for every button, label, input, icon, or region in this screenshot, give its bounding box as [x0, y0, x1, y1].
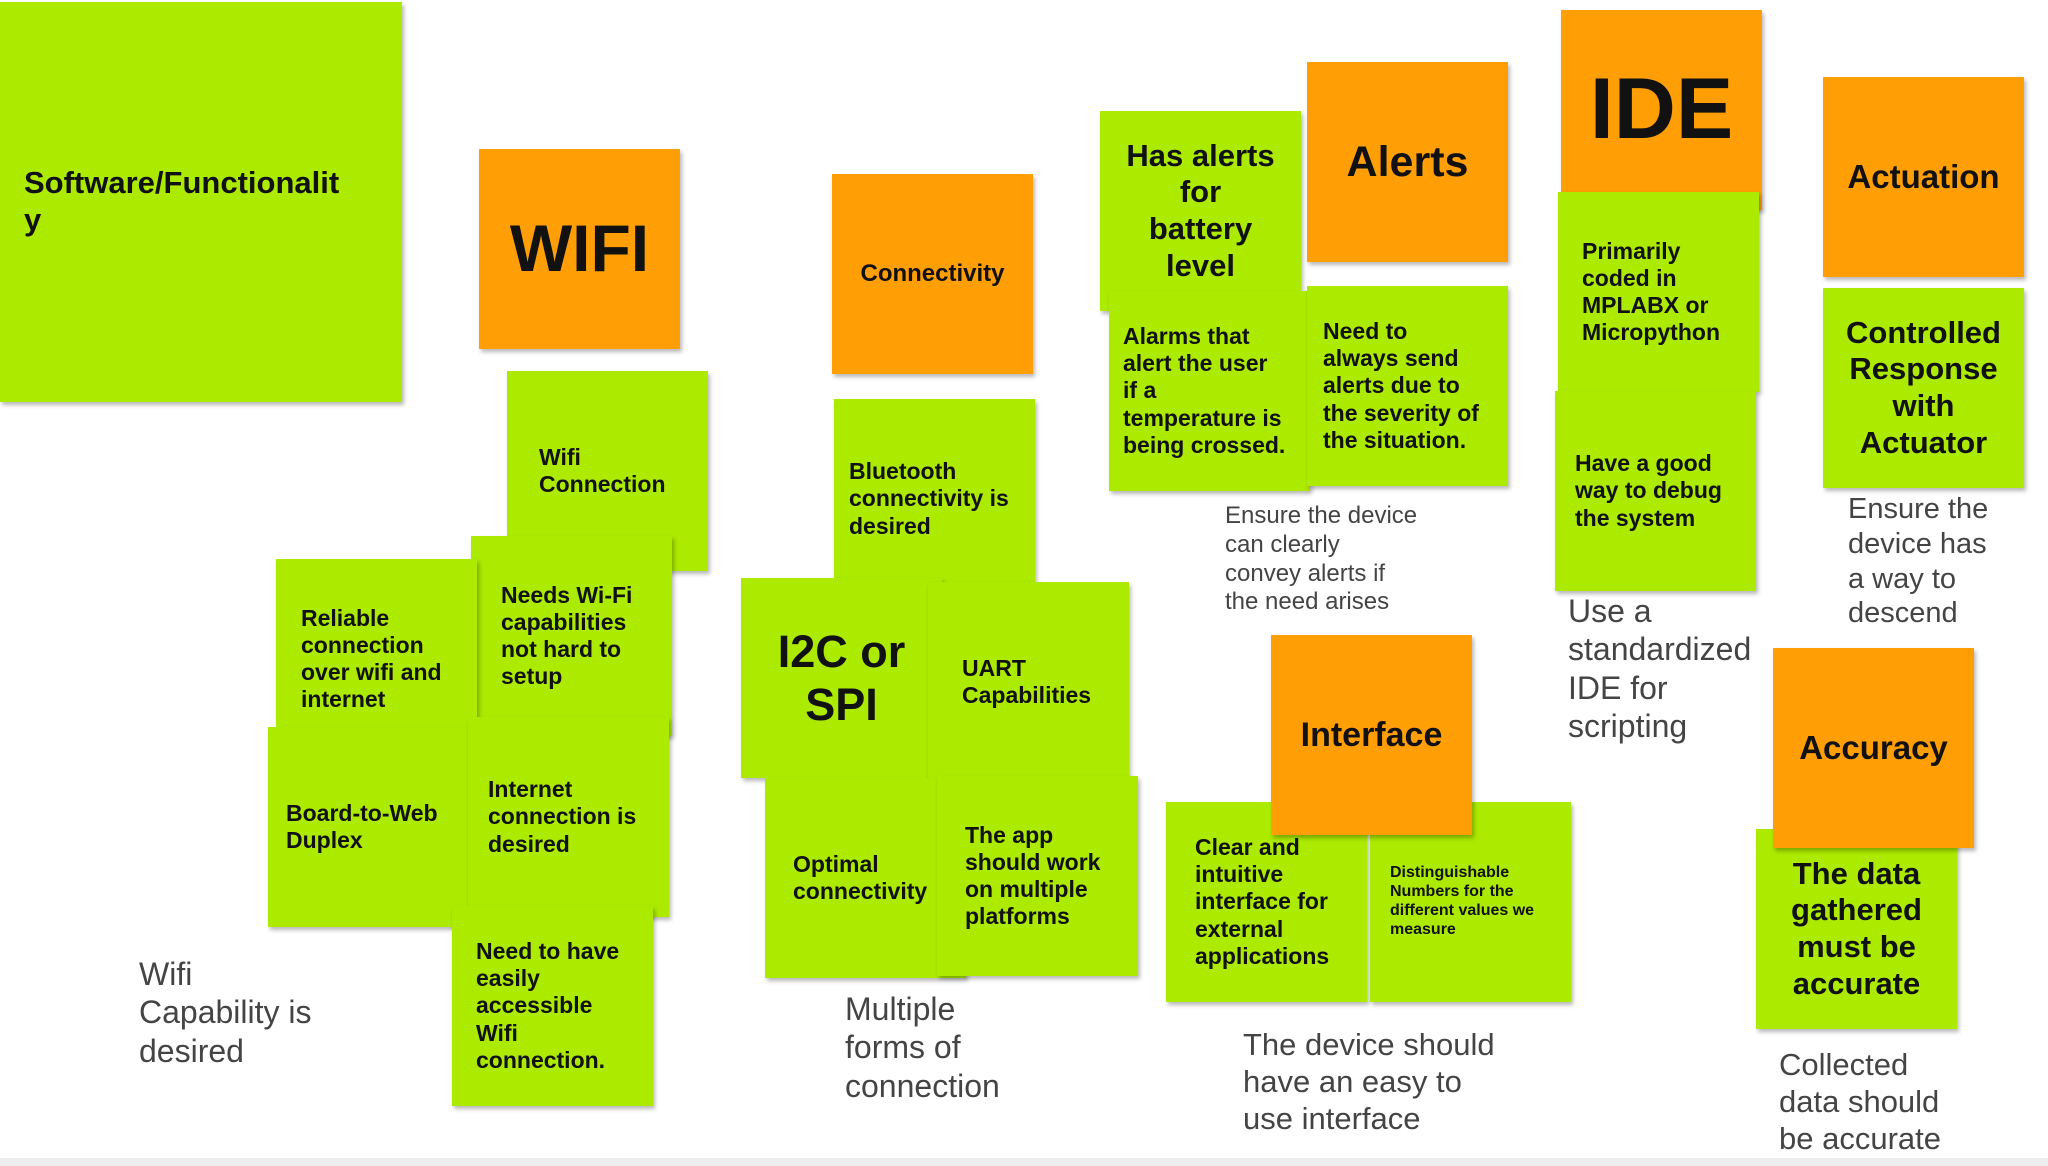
accessible-wifi-note[interactable]: Need to have easily accessible Wifi connecti…	[452, 906, 653, 1106]
board-to-web-duplex-note[interactable]: Board-to-Web Duplex	[268, 727, 469, 927]
bluetooth-connectivity-note[interactable]: Bluetooth connectivity is desired	[834, 399, 1035, 599]
wifi-header-note[interactable]: WIFI	[479, 149, 680, 349]
debug-system-note[interactable]: Have a good way to debug the system	[1555, 391, 1756, 591]
clear-intuitive-interface-note[interactable]: Clear and intuitive interface for external a…	[1166, 802, 1367, 1002]
interface-header-note[interactable]: Interface	[1271, 635, 1472, 835]
actuation-header-note[interactable]: Actuation	[1823, 77, 2024, 277]
ide-caption: Use a standardized IDE for scripting	[1568, 593, 1752, 745]
temperature-alarms-note[interactable]: Alarms that alert the user if a temperature…	[1109, 291, 1310, 491]
mplabx-micropython-note[interactable]: Primarily coded in MPLABX or Micropython	[1558, 192, 1759, 392]
controlled-response-note[interactable]: Controlled Response with Actuator	[1823, 288, 2024, 488]
alerts-caption: Ensure the device can clearly convey alert…	[1225, 502, 1418, 616]
distinguishable-numbers-note[interactable]: Distinguishable Numbers for the different …	[1370, 802, 1571, 1002]
bottom-scrollbar-strip	[0, 1158, 2048, 1166]
needs-wifi-setup-note[interactable]: Needs Wi-Fi capabilities not hard to setup	[471, 536, 672, 736]
reliable-connection-note[interactable]: Reliable connection over wifi and internet	[276, 559, 477, 759]
battery-alerts-note[interactable]: Has alerts for battery level	[1100, 111, 1301, 311]
wifi-caption: Wifi Capability is desired	[139, 956, 312, 1069]
actuation-caption: Ensure the device has a way to descend	[1848, 493, 1989, 630]
software-functionality-note[interactable]: Software/Functionalit y	[0, 2, 402, 402]
interface-caption: The device should have an easy to use inte…	[1243, 1027, 1495, 1137]
optimal-connectivity-note[interactable]: Optimal connectivity	[765, 778, 966, 978]
internet-connection-note[interactable]: Internet connection is desired	[468, 717, 669, 917]
accuracy-caption: Collected data should be accurate	[1779, 1047, 1941, 1157]
i2c-or-spi-note[interactable]: I2C or SPI	[741, 578, 942, 778]
uart-capabilities-note[interactable]: UART Capabilities	[928, 582, 1129, 782]
app-multiple-platforms-note[interactable]: The app should work on multiple platforms	[937, 776, 1138, 976]
accuracy-header-note[interactable]: Accuracy	[1773, 648, 1974, 848]
send-alerts-note[interactable]: Need to always send alerts due to the sever…	[1307, 286, 1508, 486]
data-accurate-note[interactable]: The data gathered must be accurate	[1756, 829, 1957, 1029]
alerts-header-note[interactable]: Alerts	[1307, 62, 1508, 262]
connectivity-header-note[interactable]: Connectivity	[832, 174, 1033, 374]
connection-caption: Multiple forms of connection	[845, 991, 1000, 1104]
ide-header-note[interactable]: IDE	[1561, 10, 1762, 210]
